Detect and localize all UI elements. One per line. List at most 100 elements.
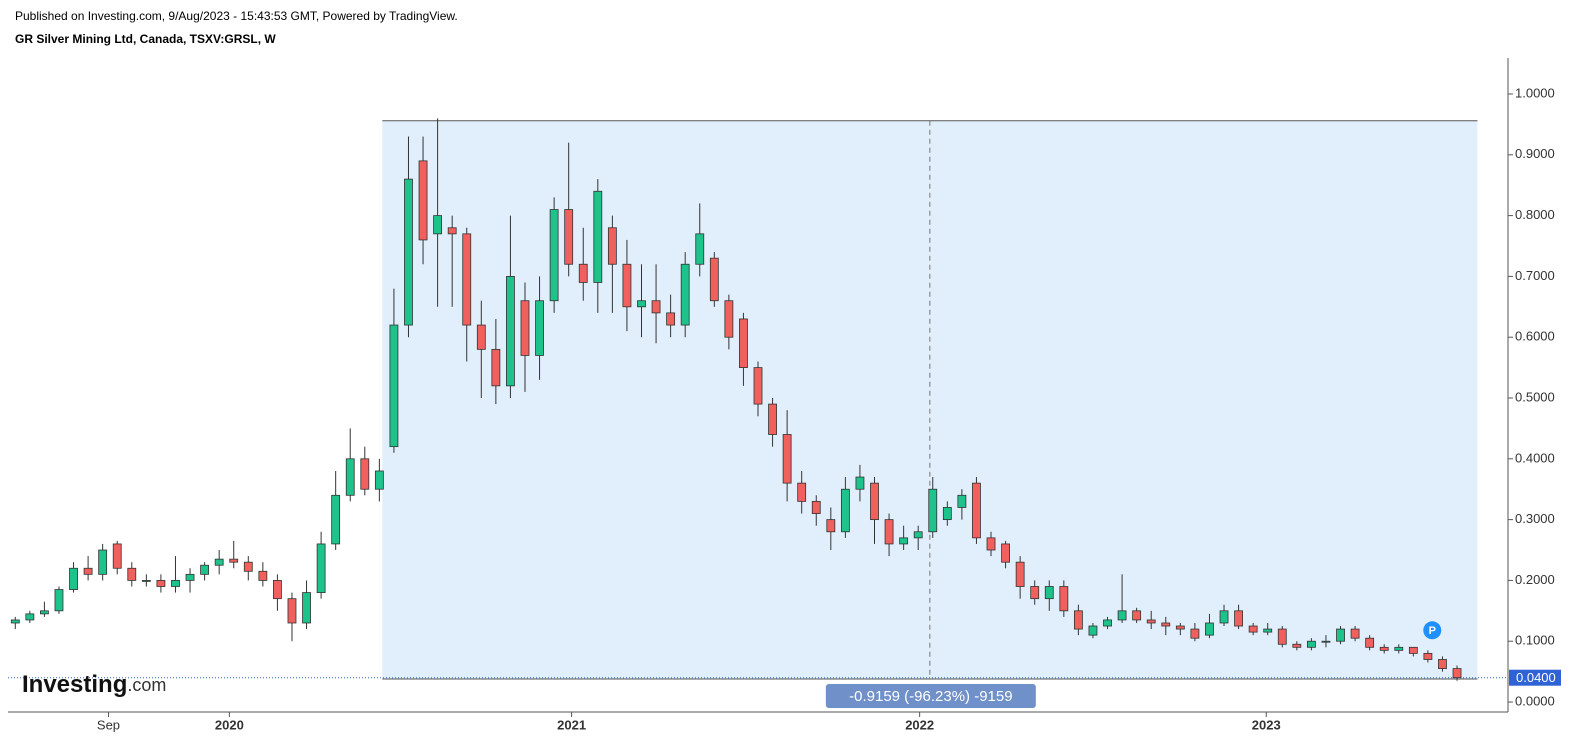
measure-label: -0.9159 (-96.23%) -9159 [849, 688, 1012, 705]
candle-body [986, 537, 996, 551]
logo-suffix: .com [127, 675, 166, 695]
logo: Investing.com [22, 671, 166, 698]
candle-body [345, 458, 355, 496]
candle-body [98, 549, 108, 575]
candle-body [476, 324, 486, 350]
candle-body [1073, 610, 1083, 630]
candle-body [462, 233, 472, 326]
candle-body [680, 263, 690, 326]
candle-body [855, 476, 865, 490]
candle-body [622, 263, 632, 308]
candle-body [797, 482, 807, 502]
candle-body [1336, 628, 1345, 642]
candle-body [10, 619, 20, 624]
last-price-label: 0.0400 [1516, 670, 1556, 685]
candle-body [1234, 610, 1243, 627]
candle-body [593, 190, 603, 283]
candle-body [607, 227, 617, 265]
y-tick-label: 0.8000 [1515, 207, 1555, 222]
candle-body [1219, 610, 1229, 624]
y-tick-label: 0.9000 [1515, 146, 1555, 161]
candle-body [389, 324, 399, 448]
candle-body [418, 160, 428, 241]
last-price-box [1509, 669, 1561, 686]
candle-body [1146, 619, 1156, 624]
y-tick-label: 0.7000 [1515, 268, 1555, 283]
candle-body [1379, 646, 1389, 651]
candle-body [1132, 610, 1142, 621]
candle-body [1044, 586, 1054, 600]
candle-body [258, 570, 268, 581]
y-tick-label: 0.0000 [1515, 693, 1555, 708]
candle-body [753, 367, 763, 405]
logo-name: Investing [22, 671, 127, 698]
candle-body [1205, 622, 1214, 636]
y-tick-label: 0.1000 [1515, 633, 1555, 648]
candle-body [768, 403, 777, 435]
candle-body [782, 434, 792, 484]
measure-label-box [825, 684, 1036, 708]
candle-body [229, 558, 239, 563]
candle-body [1394, 646, 1404, 651]
candle-body [1408, 646, 1418, 654]
x-tick-label: 2020 [215, 717, 244, 732]
candle-body [520, 300, 530, 356]
candle-body [83, 567, 93, 575]
x-tick-label: 2021 [557, 717, 586, 732]
candle-body [171, 580, 180, 587]
x-tick-label: 2023 [1252, 717, 1281, 732]
event-label: P [1429, 625, 1436, 637]
candle-body [709, 257, 719, 302]
symbol-title: GR Silver Mining Ltd, Canada, TSXV:GRSL,… [15, 32, 276, 46]
candle-body [884, 519, 894, 545]
candle-body [1015, 561, 1025, 587]
candle-body [1365, 637, 1375, 648]
candle-body [535, 300, 544, 356]
y-tick-label: 0.4000 [1515, 450, 1555, 465]
candle-body [957, 494, 967, 508]
candle-body [899, 537, 909, 545]
candle-body [1088, 625, 1098, 636]
candle-body [25, 613, 35, 621]
candle-body [1103, 619, 1112, 627]
candle-body [374, 470, 384, 490]
candle-body [1306, 640, 1316, 648]
candle-body [200, 564, 210, 575]
candle-body [127, 567, 137, 581]
candle-body [578, 263, 588, 283]
candle-body [404, 178, 413, 326]
candle-body [811, 500, 821, 514]
candle-body [141, 580, 151, 582]
candle-body [1452, 668, 1462, 679]
candle-body [826, 519, 836, 533]
candle-body [724, 300, 734, 338]
candle-body [214, 558, 224, 566]
candle-body [316, 543, 326, 593]
candle-body [1350, 628, 1360, 639]
candle-body [302, 592, 311, 624]
candle-body [54, 589, 64, 612]
candle-body [273, 580, 282, 600]
candle-body [870, 482, 879, 521]
candle-body [433, 215, 443, 235]
y-tick-label: 0.2000 [1515, 572, 1555, 587]
candle-body [1059, 586, 1069, 612]
candle-body [185, 573, 195, 581]
candle-body [491, 348, 501, 387]
published-note: Published on Investing.com, 9/Aug/2023 -… [15, 9, 458, 23]
candle-body [1263, 628, 1273, 633]
candle-body [1030, 586, 1040, 600]
candle-body [69, 567, 78, 590]
y-tick-label: 1.0000 [1515, 85, 1555, 100]
candle-body [112, 543, 122, 569]
x-tick-label: Sep [97, 717, 120, 732]
candle-body [360, 458, 370, 490]
candle-body [695, 233, 705, 265]
candle-body [1423, 652, 1433, 660]
candle-body [928, 488, 938, 533]
candle-body [637, 300, 646, 308]
candle-body [40, 610, 49, 615]
candle-body [1001, 543, 1010, 563]
